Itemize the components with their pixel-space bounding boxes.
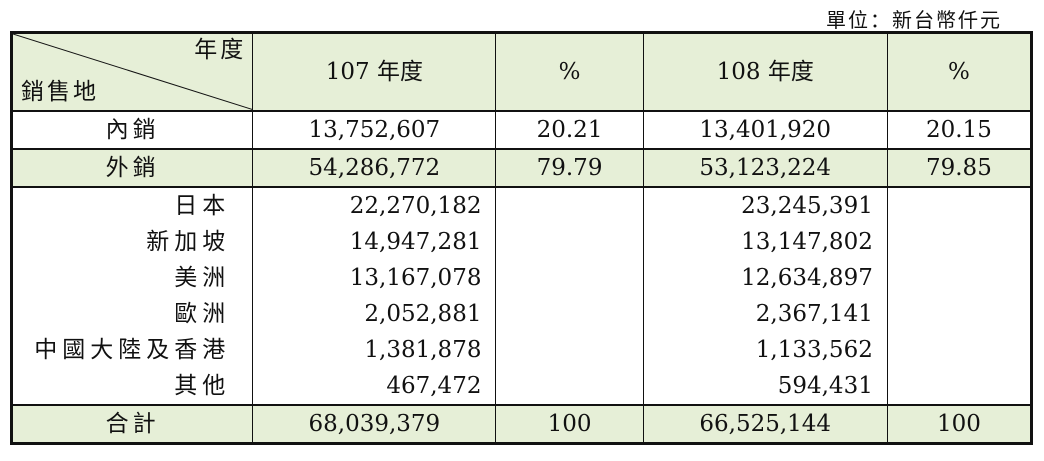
region-107: 14,947,281 <box>252 224 497 260</box>
region-108-pct <box>886 296 1033 332</box>
domestic-row: 內銷 13,752,607 20.21 13,401,920 20.15 <box>10 111 1033 149</box>
region-107: 1,381,878 <box>252 332 497 368</box>
region-108: 23,245,391 <box>642 187 888 224</box>
region-108-pct <box>886 368 1033 405</box>
export-row: 外銷 54,286,772 79.79 53,123,224 79.85 <box>10 148 1033 188</box>
region-107: 467,472 <box>252 368 497 405</box>
domestic-108: 13,401,920 <box>642 111 888 149</box>
region-107-pct <box>495 224 644 260</box>
export-107: 54,286,772 <box>252 148 497 188</box>
domestic-107: 13,752,607 <box>252 111 497 149</box>
header-108-pct: % <box>886 32 1033 112</box>
header-108: 108 年度 <box>642 32 888 112</box>
region-108: 1,133,562 <box>642 332 888 368</box>
region-108: 13,147,802 <box>642 224 888 260</box>
region-row: 新加坡 14,947,281 13,147,802 <box>10 224 1033 260</box>
export-label: 外銷 <box>10 148 254 188</box>
export-108: 53,123,224 <box>642 148 888 188</box>
region-107: 22,270,182 <box>252 187 497 224</box>
region-108-pct <box>886 332 1033 368</box>
region-corner-label: 銷售地 <box>21 79 99 105</box>
total-label: 合計 <box>10 404 254 444</box>
export-108-pct: 79.85 <box>886 148 1033 188</box>
region-107-pct <box>495 260 644 296</box>
region-label: 其他 <box>10 368 254 405</box>
region-label: 歐洲 <box>10 296 254 332</box>
region-row: 美洲 13,167,078 12,634,897 <box>10 260 1033 296</box>
total-108-pct: 100 <box>886 404 1033 444</box>
corner-cell: 年度 銷售地 <box>10 32 254 112</box>
diagonal-line <box>13 34 252 110</box>
unit-note: 單位：新台幣仟元 <box>826 8 1002 32</box>
region-row: 其他 467,472 594,431 <box>10 368 1033 405</box>
header-107-pct: % <box>495 32 644 112</box>
total-107-pct: 100 <box>495 404 644 444</box>
header-107: 107 年度 <box>252 32 497 112</box>
region-label: 日本 <box>10 187 254 224</box>
region-108: 2,367,141 <box>642 296 888 332</box>
export-107-pct: 79.79 <box>495 148 644 188</box>
region-row: 日本 22,270,182 23,245,391 <box>10 187 1033 224</box>
total-row: 合計 68,039,379 100 66,525,144 100 <box>10 404 1033 444</box>
region-label: 新加坡 <box>10 224 254 260</box>
domestic-108-pct: 20.15 <box>886 111 1033 149</box>
total-107: 68,039,379 <box>252 404 497 444</box>
region-label: 美洲 <box>10 260 254 296</box>
region-107: 13,167,078 <box>252 260 497 296</box>
region-row: 歐洲 2,052,881 2,367,141 <box>10 296 1033 332</box>
region-108: 594,431 <box>642 368 888 405</box>
domestic-107-pct: 20.21 <box>495 111 644 149</box>
region-107-pct <box>495 296 644 332</box>
region-row: 中國大陸及香港 1,381,878 1,133,562 <box>10 332 1033 368</box>
region-label: 中國大陸及香港 <box>10 332 254 368</box>
region-107-pct <box>495 332 644 368</box>
header-row: 年度 銷售地 107 年度 % 108 年度 % <box>10 32 1033 112</box>
year-corner-label: 年度 <box>194 37 247 63</box>
region-108: 12,634,897 <box>642 260 888 296</box>
region-108-pct <box>886 187 1033 224</box>
region-107-pct <box>495 368 644 405</box>
domestic-label: 內銷 <box>10 111 254 149</box>
region-108-pct <box>886 260 1033 296</box>
total-108: 66,525,144 <box>642 404 888 444</box>
region-107-pct <box>495 187 644 224</box>
sales-table: 年度 銷售地 107 年度 % 108 年度 % 內銷 13,752,607 2… <box>10 31 1033 445</box>
region-108-pct <box>886 224 1033 260</box>
region-107: 2,052,881 <box>252 296 497 332</box>
